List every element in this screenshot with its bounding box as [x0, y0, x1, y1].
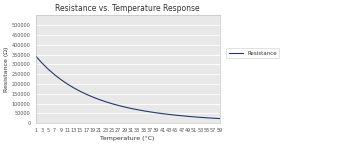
Resistance — [211, 117, 215, 119]
Resistance — [97, 99, 101, 100]
Resistance — [129, 107, 133, 109]
Resistance — [192, 116, 196, 118]
Resistance — [84, 93, 88, 95]
Resistance — [160, 113, 165, 115]
X-axis label: Temperature (°C): Temperature (°C) — [100, 136, 155, 141]
Resistance — [110, 103, 114, 104]
Resistance — [154, 112, 158, 114]
Resistance — [72, 87, 76, 89]
Resistance — [65, 83, 69, 85]
Resistance — [173, 114, 177, 116]
Resistance — [53, 74, 57, 76]
Resistance — [33, 55, 38, 57]
Resistance — [186, 115, 190, 117]
Resistance — [122, 106, 126, 108]
Resistance — [90, 96, 95, 98]
Resistance — [198, 116, 203, 118]
Line: Resistance: Resistance — [35, 56, 220, 119]
Resistance — [46, 68, 50, 70]
Resistance — [167, 114, 171, 115]
Resistance — [78, 90, 82, 92]
Resistance — [179, 115, 183, 117]
Resistance — [135, 109, 139, 110]
Resistance — [205, 117, 209, 119]
Legend: Resistance: Resistance — [226, 48, 279, 58]
Resistance — [218, 118, 222, 119]
Resistance — [40, 62, 44, 64]
Y-axis label: Resistance (Ω): Resistance (Ω) — [4, 47, 9, 92]
Title: Resistance vs. Temperature Response: Resistance vs. Temperature Response — [55, 4, 200, 13]
Resistance — [141, 110, 145, 112]
Resistance — [59, 79, 63, 80]
Resistance — [103, 101, 108, 103]
Resistance — [148, 111, 152, 113]
Resistance — [116, 104, 120, 106]
